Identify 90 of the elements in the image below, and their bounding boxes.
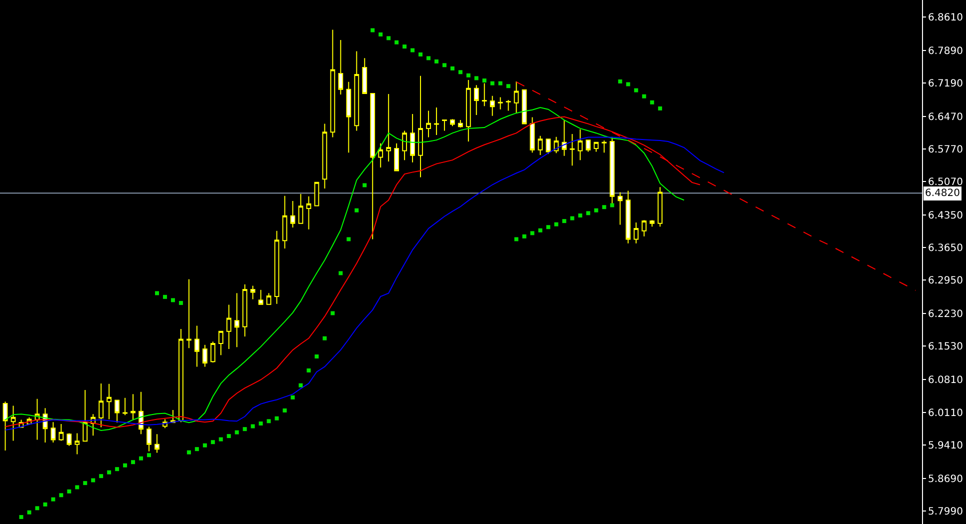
y-tick-label: 6.4350 (928, 210, 963, 222)
candlestick (450, 118, 455, 127)
candlestick (178, 328, 184, 423)
y-tick-label: 6.5770 (928, 144, 963, 156)
candlestick (106, 383, 112, 420)
candlestick (66, 432, 72, 446)
y-tick-label: 5.7990 (928, 506, 963, 518)
y-tick-label: 6.3650 (928, 243, 963, 254)
candlestick (50, 422, 56, 444)
y-tick-label: 5.8690 (928, 474, 963, 485)
y-tick-label: 6.7890 (928, 46, 963, 57)
candlestick (218, 330, 224, 356)
candlestick (434, 107, 439, 136)
candlestick (498, 96, 503, 110)
candlestick (418, 75, 423, 178)
candlestick (490, 95, 495, 116)
candlestick (194, 325, 200, 368)
candlestick (586, 140, 591, 152)
candlestick (202, 344, 208, 368)
candlestick (386, 94, 392, 162)
y-tick-label: 6.8610 (928, 12, 963, 24)
candlestick (522, 89, 527, 124)
candlestick (354, 50, 360, 132)
candlestick (186, 278, 192, 349)
candlestick (346, 81, 352, 154)
candlestick (258, 289, 264, 305)
candlestick (474, 84, 479, 116)
candlestick (442, 119, 447, 132)
candlestick (282, 195, 288, 249)
candlestick (650, 220, 655, 228)
candlestick (210, 341, 216, 364)
candlestick (602, 140, 607, 154)
candlestick (34, 398, 40, 440)
candlestick (642, 220, 647, 237)
candlestick (226, 304, 232, 350)
candlestick (2, 401, 8, 451)
candlestick (626, 190, 631, 244)
candlestick (266, 292, 272, 305)
candlestick (122, 397, 128, 416)
candlestick (394, 142, 400, 172)
candlestick (618, 192, 623, 226)
candlestick (130, 394, 136, 420)
candlestick (298, 194, 304, 224)
candlestick (234, 292, 240, 348)
y-tick-label: 5.9410 (928, 440, 963, 452)
candlestick (594, 142, 599, 152)
candlestick (242, 284, 248, 337)
candlestick (290, 200, 296, 228)
candlestick (114, 400, 120, 424)
candlestick (322, 123, 328, 189)
candlestick (274, 230, 280, 304)
candlestick (378, 142, 384, 168)
candlestick (58, 423, 64, 442)
candlestick (658, 186, 663, 228)
candlestick (514, 80, 519, 114)
y-tick-label: 6.0110 (928, 408, 963, 419)
candlestick (538, 135, 543, 156)
candlestick (146, 426, 152, 452)
candlestick (410, 114, 415, 163)
candlestick (314, 182, 320, 206)
candlestick (634, 222, 639, 244)
candlestick (458, 120, 463, 128)
candlestick (338, 40, 344, 95)
candlestick (370, 93, 376, 240)
y-tick-label: 6.2230 (928, 309, 963, 320)
candlestick (466, 80, 471, 142)
candlestick (82, 389, 88, 442)
candlestick (530, 116, 535, 154)
y-tick-label: 6.2950 (928, 276, 963, 287)
candlestick (506, 100, 511, 112)
candlestick (306, 196, 312, 230)
candlestick (402, 130, 407, 161)
candlestick (10, 405, 16, 442)
candlestick (154, 434, 160, 454)
candlestick (74, 432, 80, 455)
candlestick (570, 134, 575, 166)
y-tick-label: 6.7190 (928, 78, 963, 90)
candlestick (330, 29, 336, 138)
y-tick-label: 6.6470 (928, 112, 963, 123)
ref-line-label: 6.4820 (925, 188, 960, 199)
candlestick (250, 285, 256, 300)
candlestick (562, 120, 567, 156)
candlestick (98, 382, 104, 428)
candlestick (426, 110, 431, 138)
candlestick (482, 82, 487, 107)
candlestick (362, 58, 368, 94)
candlestick (578, 128, 583, 161)
y-tick-label: 6.1530 (928, 342, 963, 353)
y-tick-label: 6.5070 (928, 176, 963, 188)
y-tick-label: 6.0810 (928, 375, 963, 386)
